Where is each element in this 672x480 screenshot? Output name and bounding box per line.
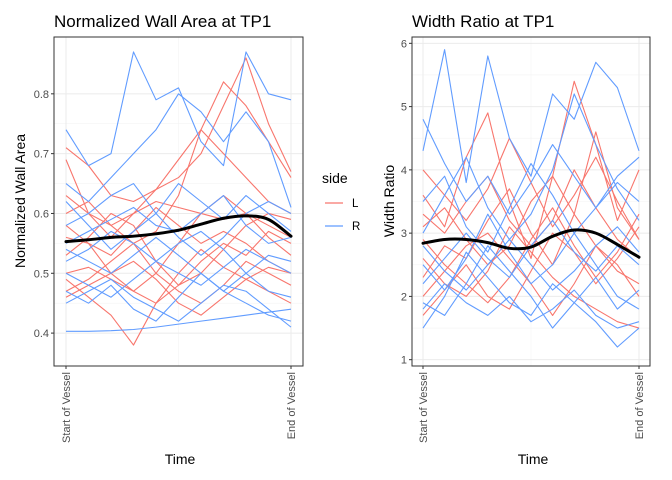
y-axis-ticks: 1 2 3 4 5 6 bbox=[401, 38, 412, 367]
x-tick-label: End of Vessel bbox=[634, 372, 646, 439]
series-line-r-11 bbox=[422, 93, 640, 241]
y-tick-label: 2 bbox=[401, 291, 407, 303]
series-line-r-14 bbox=[422, 162, 640, 253]
series-line-r-13 bbox=[422, 251, 640, 348]
trend-line bbox=[421, 228, 641, 259]
chart-title: Width Ratio at TP1 bbox=[412, 12, 554, 31]
y-tick-label: 1 bbox=[401, 355, 407, 367]
y-tick-label: 3 bbox=[401, 228, 407, 240]
panel-width-ratio: Width Ratio at TP1 1 2 3 4 5 6 Start of Vesse… bbox=[381, 12, 651, 467]
series-line-l-3 bbox=[422, 175, 640, 285]
series-line-l-6 bbox=[65, 242, 292, 304]
series-line-l-7 bbox=[65, 206, 292, 274]
y-tick-label: 0.8 bbox=[34, 89, 49, 101]
y-tick-label: 0.7 bbox=[34, 149, 49, 161]
x-tick-label: Start of Vessel bbox=[61, 372, 73, 443]
y-axis-ticks: 0.4 0.5 0.6 0.7 0.8 bbox=[34, 89, 54, 340]
series-line-r-15 bbox=[65, 272, 292, 322]
panel-normalized-wall-area: Normalized Wall Area at TP1 0.4 0.5 0.6 0.7… bbox=[12, 12, 304, 467]
chart-title: Normalized Wall Area at TP1 bbox=[54, 12, 271, 31]
x-axis-ticks: Start of Vessel End of Vessel bbox=[61, 366, 298, 443]
legend-label-r: R bbox=[352, 221, 360, 233]
series-line-r-17 bbox=[422, 245, 640, 329]
series-line-l-5 bbox=[65, 81, 292, 244]
series-lines bbox=[65, 51, 292, 346]
trend-line bbox=[64, 214, 293, 244]
series-line-l-9 bbox=[65, 129, 292, 238]
panel-border bbox=[53, 36, 304, 367]
y-tick-label: 0.4 bbox=[34, 328, 49, 340]
series-line-r-20 bbox=[65, 278, 292, 328]
series-line-r-18 bbox=[422, 119, 640, 215]
series-line-r-13 bbox=[66, 308, 292, 332]
series-line-r-11 bbox=[65, 51, 292, 167]
y-axis-title: Normalized Wall Area bbox=[12, 134, 28, 268]
y-tick-label: 6 bbox=[401, 38, 407, 50]
y-tick-label: 4 bbox=[401, 165, 407, 177]
x-tick-label: End of Vessel bbox=[286, 372, 298, 439]
series-line-r-12 bbox=[422, 213, 640, 310]
x-tick-label: Start of Vessel bbox=[418, 372, 430, 443]
legend-label-l: L bbox=[352, 198, 359, 210]
series-line-r-9 bbox=[422, 49, 640, 184]
series-line-l-4 bbox=[422, 226, 640, 329]
series-line-r-12 bbox=[65, 93, 292, 208]
series-line-r-18 bbox=[65, 230, 292, 298]
legend-title: side bbox=[322, 170, 348, 186]
y-tick-label: 5 bbox=[401, 102, 407, 114]
series-line-r-16 bbox=[422, 226, 640, 291]
series-line-l-8 bbox=[65, 230, 292, 304]
series-line-l-10 bbox=[65, 260, 292, 316]
series-line-l-0 bbox=[422, 80, 640, 259]
legend: side L R bbox=[322, 170, 360, 233]
y-axis-title: Width Ratio bbox=[381, 165, 397, 238]
series-line-r-19 bbox=[65, 183, 292, 250]
series-line-r-10 bbox=[422, 283, 640, 329]
x-axis-ticks: Start of Vessel End of Vessel bbox=[418, 366, 646, 443]
series-line-r-17 bbox=[65, 183, 292, 256]
y-tick-label: 0.6 bbox=[34, 208, 49, 220]
series-line-l-6 bbox=[422, 207, 640, 304]
panel-border bbox=[411, 36, 651, 367]
series-line-r-21 bbox=[65, 236, 292, 292]
x-axis-title: Time bbox=[518, 451, 549, 467]
x-axis-title: Time bbox=[165, 451, 196, 467]
y-tick-label: 0.5 bbox=[34, 268, 49, 280]
